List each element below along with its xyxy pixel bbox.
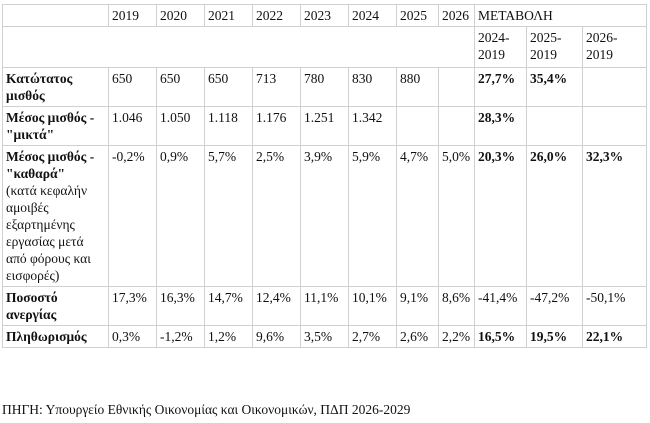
- value-cell: 10,1%: [348, 286, 397, 326]
- change-period: 2024-2019: [474, 26, 527, 68]
- change-cell: -50,1%: [581, 286, 648, 326]
- year-header: 2024: [348, 4, 397, 27]
- value-cell: 8,6%: [438, 286, 475, 326]
- empty-cell: [438, 106, 475, 146]
- empty-cell: [581, 106, 648, 146]
- value-cell: 17,3%: [108, 286, 157, 326]
- value-cell: 5,0%: [438, 145, 475, 287]
- change-cell: 32,3%: [581, 145, 648, 287]
- table-row: Κατώτατος μισθός 650 650 650 713 780 830 880 27,…: [2, 67, 648, 107]
- value-cell: 880: [396, 67, 439, 107]
- row-label-cell: Κατώτατος μισθός: [2, 67, 109, 107]
- data-table: 2019 2020 2021 2022 2023 2024 2025 2026 ΜΕΤΑΒΟΛΗ…: [2, 4, 648, 348]
- change-cell: 35,4%: [526, 67, 583, 107]
- row-label-cell: Ποσοστό ανεργίας: [2, 286, 109, 326]
- change-cell: 22,1%: [581, 325, 648, 348]
- value-cell: 0,9%: [156, 145, 205, 287]
- value-cell: 1.251: [300, 106, 349, 146]
- change-cell: -47,2%: [526, 286, 583, 326]
- change-cell: 28,3%: [474, 106, 527, 146]
- empty-cell: [526, 106, 583, 146]
- value-cell: 2,2%: [438, 325, 475, 348]
- year-header: 2025: [396, 4, 439, 27]
- value-cell: 1.046: [108, 106, 157, 146]
- change-header: ΜΕΤΑΒΟΛΗ: [473, 4, 648, 27]
- change-cell: 16,5%: [474, 325, 527, 348]
- source-note: ΠΗΓΗ: Υπουργείο Εθνικής Οικονομίας και Ο…: [2, 402, 411, 417]
- table-row: Πληθωρισμός 0,3% -1,2% 1,2% 9,6% 3,5% 2,7% 2,6%…: [2, 325, 648, 348]
- row-label: Μέσος μισθός - "καθαρά": [6, 149, 95, 181]
- value-cell: 713: [252, 67, 301, 107]
- year-header: 2022: [252, 4, 301, 27]
- value-cell: 830: [348, 67, 397, 107]
- row-note: (κατά κεφαλήν αμοιβές εξαρτημένης εργασί…: [6, 183, 91, 283]
- value-cell: 3,9%: [300, 145, 349, 287]
- value-cell: 780: [300, 67, 349, 107]
- header-cell: [2, 4, 109, 27]
- year-header: 2020: [156, 4, 205, 27]
- header-row: 2024-2019 2025-2019 2026-2019: [2, 26, 648, 68]
- table-row: Μέσος μισθός - "μικτά" 1.046 1.050 1.118 1.1…: [2, 106, 648, 146]
- value-cell: 4,7%: [396, 145, 439, 287]
- change-cell: 26,0%: [526, 145, 583, 287]
- value-cell: 2,5%: [252, 145, 301, 287]
- row-label: Κατώτατος μισθός: [6, 71, 73, 103]
- change-cell: 20,3%: [474, 145, 527, 287]
- year-header: 2026: [438, 4, 475, 27]
- row-label-cell: Μέσος μισθός - "μικτά": [2, 106, 109, 146]
- value-cell: 5,9%: [348, 145, 397, 287]
- year-header: 2019: [108, 4, 157, 27]
- value-cell: 3,5%: [300, 325, 349, 348]
- value-cell: 16,3%: [156, 286, 205, 326]
- value-cell: 0,3%: [108, 325, 157, 348]
- change-period: 2026-2019: [581, 26, 648, 68]
- header-row: 2019 2020 2021 2022 2023 2024 2025 2026 ΜΕΤΑΒΟΛΗ: [2, 4, 648, 27]
- empty-cell: [438, 67, 475, 107]
- empty-cell: [396, 106, 439, 146]
- value-cell: 12,4%: [252, 286, 301, 326]
- value-cell: 650: [156, 67, 205, 107]
- table-row: Ποσοστό ανεργίας 17,3% 16,3% 14,7% 12,4% 11,1…: [2, 286, 648, 326]
- change-period: 2025-2019: [526, 26, 583, 68]
- row-label: Πληθωρισμός: [6, 329, 87, 344]
- change-cell: -41,4%: [474, 286, 527, 326]
- value-cell: 650: [204, 67, 253, 107]
- empty-cell: [581, 67, 648, 107]
- value-cell: 1.342: [348, 106, 397, 146]
- row-label-cell: Μέσος μισθός - "καθαρά" (κατά κεφαλήν αμο…: [2, 145, 109, 287]
- header-cell: [2, 26, 475, 68]
- value-cell: 2,7%: [348, 325, 397, 348]
- value-cell: 9,6%: [252, 325, 301, 348]
- year-header: 2021: [204, 4, 253, 27]
- year-header: 2023: [300, 4, 349, 27]
- row-label: Ποσοστό ανεργίας: [6, 290, 58, 322]
- value-cell: -1,2%: [156, 325, 205, 348]
- row-label: Μέσος μισθός - "μικτά": [6, 110, 95, 142]
- value-cell: 650: [108, 67, 157, 107]
- row-label-cell: Πληθωρισμός: [2, 325, 109, 348]
- value-cell: -0,2%: [108, 145, 157, 287]
- change-cell: 27,7%: [474, 67, 527, 107]
- value-cell: 11,1%: [300, 286, 349, 326]
- value-cell: 1.050: [156, 106, 205, 146]
- value-cell: 1,2%: [204, 325, 253, 348]
- table-row: Μέσος μισθός - "καθαρά" (κατά κεφαλήν αμο…: [2, 145, 648, 287]
- value-cell: 1.118: [204, 106, 253, 146]
- value-cell: 1.176: [252, 106, 301, 146]
- value-cell: 14,7%: [204, 286, 253, 326]
- value-cell: 5,7%: [204, 145, 253, 287]
- value-cell: 9,1%: [396, 286, 439, 326]
- change-cell: 19,5%: [526, 325, 583, 348]
- value-cell: 2,6%: [396, 325, 439, 348]
